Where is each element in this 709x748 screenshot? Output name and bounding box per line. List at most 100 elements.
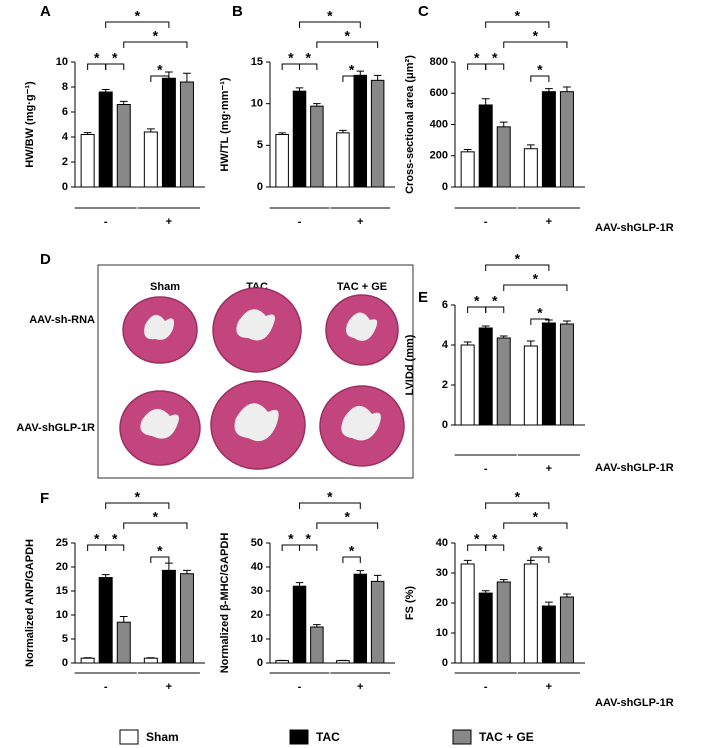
y-tick-label: 25 xyxy=(56,537,68,549)
significance-label: * xyxy=(492,50,498,66)
group-axis-label: AAV-shGLP-1R xyxy=(595,222,674,234)
panel-letter: E xyxy=(418,289,428,306)
y-axis-label: Normalized ANP/GAPDH xyxy=(24,539,36,667)
y-tick-label: 800 xyxy=(430,56,448,68)
group-label: - xyxy=(484,216,488,228)
group-label: + xyxy=(357,216,363,228)
error-bar xyxy=(481,98,490,105)
y-tick-label: 0 xyxy=(257,657,263,669)
significance-bracket xyxy=(485,502,550,509)
error-bar xyxy=(373,574,382,582)
heart-section xyxy=(210,380,306,470)
y-tick-label: 30 xyxy=(436,567,448,579)
y-axis-label: HW/BW (mg·g⁻¹) xyxy=(24,81,36,168)
significance-label: * xyxy=(153,28,159,44)
y-tick-label: 6 xyxy=(62,106,68,118)
significance-bracket xyxy=(485,21,550,28)
y-tick-label: 30 xyxy=(251,585,263,597)
bar xyxy=(370,580,385,664)
significance-bracket xyxy=(105,502,170,509)
panel-letter: C xyxy=(418,3,429,20)
row-label: AAV-shGLP-1R xyxy=(16,422,95,434)
panel-letter: D xyxy=(40,251,51,268)
significance-bracket xyxy=(485,63,505,70)
significance-bracket xyxy=(530,556,550,563)
bar xyxy=(496,337,511,426)
significance-label: * xyxy=(474,50,480,66)
legend-label: TAC + GE xyxy=(479,730,534,744)
column-label: Sham xyxy=(150,281,180,293)
significance-bracket xyxy=(530,318,550,325)
heart-section xyxy=(119,390,201,466)
y-tick-label: 0 xyxy=(442,657,448,669)
bar xyxy=(541,322,556,426)
error-bar xyxy=(183,72,191,82)
bar xyxy=(275,134,289,188)
bar xyxy=(292,585,307,664)
group-label: + xyxy=(166,216,172,228)
group-label: - xyxy=(104,681,108,693)
bar xyxy=(478,592,493,664)
error-bar xyxy=(526,340,535,346)
error-bar xyxy=(164,562,173,571)
significance-label: * xyxy=(537,543,543,559)
y-axis-label: LVIDd (mm) xyxy=(404,334,416,395)
group-label: - xyxy=(298,681,302,693)
y-axis-label: FS (%) xyxy=(404,586,416,621)
error-bar xyxy=(499,121,508,127)
bar xyxy=(496,581,511,664)
bar xyxy=(80,134,95,188)
significance-bracket xyxy=(503,41,568,48)
significance-label: * xyxy=(537,305,543,321)
bar xyxy=(370,79,385,188)
y-tick-label: 20 xyxy=(56,561,68,573)
significance-label: * xyxy=(474,293,480,309)
y-tick-label: 4 xyxy=(442,339,449,351)
significance-bracket xyxy=(342,75,361,82)
y-tick-label: 50 xyxy=(251,537,263,549)
y-tick-label: 5 xyxy=(62,633,68,645)
significance-label: * xyxy=(94,50,100,66)
bar xyxy=(116,621,131,664)
significance-label: * xyxy=(157,543,163,559)
significance-bracket xyxy=(485,544,505,551)
y-tick-label: 2 xyxy=(62,156,68,168)
y-tick-label: 4 xyxy=(62,131,69,143)
error-bar xyxy=(563,86,571,92)
y-tick-label: 0 xyxy=(442,419,448,431)
y-tick-label: 5 xyxy=(257,139,263,151)
y-tick-label: 400 xyxy=(430,118,448,130)
bar xyxy=(523,563,538,664)
y-tick-label: 15 xyxy=(251,56,263,68)
significance-label: * xyxy=(474,531,480,547)
error-bar xyxy=(146,128,155,132)
group-axis-label: AAV-shGLP-1R xyxy=(595,462,674,474)
bar xyxy=(310,626,324,664)
significance-bracket xyxy=(503,522,568,529)
legend-label: TAC xyxy=(316,730,340,744)
significance-bracket xyxy=(485,264,550,271)
bar xyxy=(559,91,574,188)
error-bar xyxy=(295,582,304,587)
y-tick-label: 20 xyxy=(251,609,263,621)
significance-label: * xyxy=(157,62,163,78)
bar xyxy=(460,151,475,188)
bar xyxy=(143,131,158,188)
y-tick-label: 10 xyxy=(251,633,263,645)
error-bar xyxy=(356,70,365,76)
significance-label: * xyxy=(515,489,521,505)
group-label: + xyxy=(166,681,172,693)
bar xyxy=(336,132,350,188)
bar xyxy=(478,104,493,188)
panel-letter: F xyxy=(40,490,49,507)
heart-section xyxy=(319,385,405,467)
group-label: - xyxy=(298,216,302,228)
significance-bracket xyxy=(342,556,361,563)
bar xyxy=(179,573,194,664)
significance-bracket xyxy=(316,41,379,48)
bar-chart: E 0 2 4 6 LVIDd (mm) - + AAV-shGLP-1R * * * * * xyxy=(404,251,674,475)
y-tick-label: 10 xyxy=(251,98,263,110)
legend-swatch xyxy=(119,729,139,745)
significance-bracket xyxy=(530,75,550,82)
